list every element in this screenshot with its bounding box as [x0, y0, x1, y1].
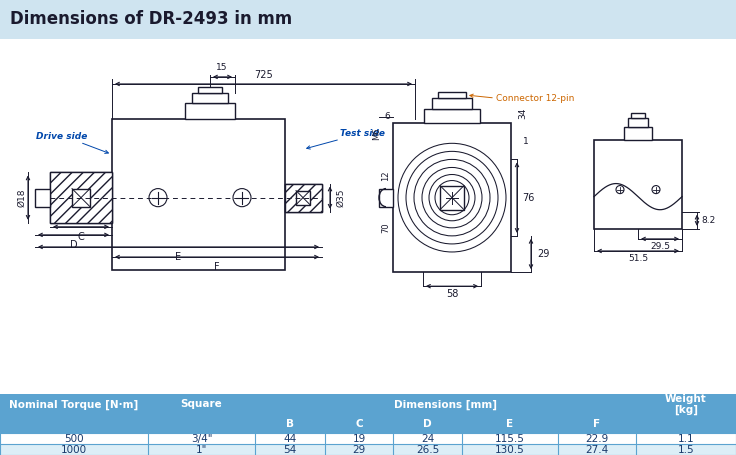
Bar [438, 92, 466, 98]
Bar [296, 191, 310, 205]
Bar [432, 98, 472, 109]
Text: Connector 12-pin: Connector 12-pin [496, 94, 574, 102]
Text: 1": 1" [196, 445, 208, 455]
Text: 1: 1 [523, 137, 528, 146]
Text: 1.5: 1.5 [678, 445, 694, 455]
Text: F: F [593, 420, 601, 429]
Bar [198, 87, 222, 93]
Text: 19: 19 [353, 434, 366, 444]
Text: 27.4: 27.4 [585, 445, 609, 455]
Text: E: E [506, 420, 514, 429]
Text: B: B [286, 420, 294, 429]
Text: 1.1: 1.1 [678, 434, 694, 444]
Text: D: D [70, 240, 77, 250]
Bar [35, 188, 50, 207]
Bar [185, 103, 235, 119]
Bar [0, 444, 736, 455]
Bar [50, 172, 112, 223]
Text: Ø35: Ø35 [336, 188, 345, 207]
Bar [440, 186, 464, 210]
Bar [424, 109, 480, 123]
Text: 15: 15 [216, 63, 227, 72]
Text: 29: 29 [353, 445, 366, 455]
Text: D: D [423, 420, 432, 429]
Text: 6: 6 [384, 111, 390, 121]
Text: 1000: 1000 [61, 445, 87, 455]
Text: C: C [355, 420, 363, 429]
Text: E: E [175, 252, 182, 262]
Bar [624, 127, 652, 140]
Text: 115.5: 115.5 [495, 434, 525, 444]
Text: M6: M6 [372, 127, 381, 140]
Bar [379, 188, 393, 207]
Text: 76: 76 [522, 192, 534, 202]
Text: 130.5: 130.5 [495, 445, 525, 455]
Text: Test side: Test side [340, 129, 385, 138]
Text: Dimensions [mm]: Dimensions [mm] [394, 399, 497, 410]
Text: 12: 12 [381, 170, 391, 181]
Text: 54: 54 [283, 445, 297, 455]
Text: F: F [214, 262, 220, 272]
Bar [285, 183, 322, 212]
Text: 34: 34 [518, 107, 527, 119]
Bar [0, 433, 736, 444]
Text: 26.5: 26.5 [416, 445, 439, 455]
Bar [72, 188, 90, 207]
Text: 44: 44 [283, 434, 297, 444]
Text: 24: 24 [421, 434, 434, 444]
Text: 500: 500 [64, 434, 84, 444]
Bar [0, 415, 736, 433]
Text: 8.2: 8.2 [701, 216, 715, 225]
Text: Square: Square [180, 399, 222, 410]
Text: Weight
[kg]: Weight [kg] [665, 394, 707, 415]
Text: 58: 58 [446, 289, 459, 299]
Bar [50, 172, 112, 223]
Bar [393, 123, 511, 272]
Bar [285, 183, 322, 212]
Bar [192, 93, 228, 103]
Text: Drive side: Drive side [36, 132, 88, 142]
Bar [112, 119, 285, 270]
Bar [0, 394, 736, 415]
Text: 51.5: 51.5 [628, 254, 648, 263]
Bar [594, 140, 682, 229]
Text: 29: 29 [537, 249, 549, 259]
Text: 725: 725 [254, 70, 273, 80]
Bar [285, 183, 322, 212]
Text: 70: 70 [381, 222, 391, 233]
Text: C: C [77, 232, 85, 242]
Text: Nominal Torque [N·m]: Nominal Torque [N·m] [10, 399, 138, 410]
Bar [50, 172, 112, 223]
Bar [631, 113, 645, 118]
Bar [628, 118, 648, 127]
Text: Dimensions of DR-2493 in mm: Dimensions of DR-2493 in mm [10, 10, 292, 28]
Text: 3/4": 3/4" [191, 434, 212, 444]
Text: Ø18: Ø18 [18, 188, 26, 207]
Text: 29.5: 29.5 [650, 242, 670, 251]
Text: 22.9: 22.9 [585, 434, 609, 444]
